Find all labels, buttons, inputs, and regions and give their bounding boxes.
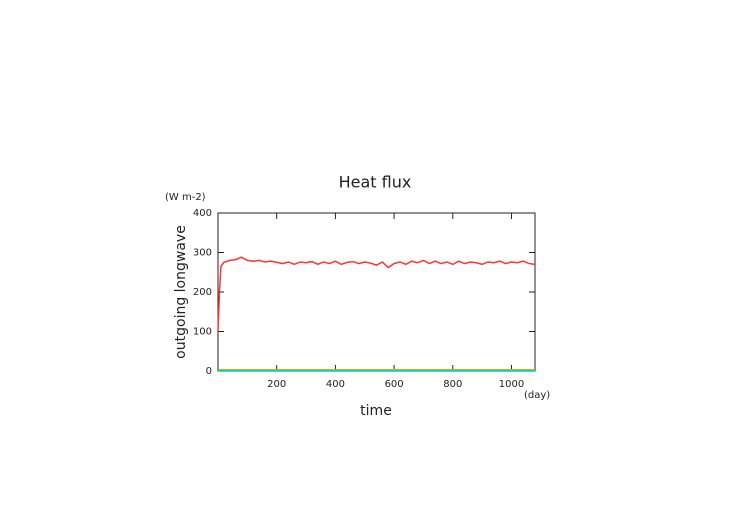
plot-frame [217,212,536,372]
chart-title: Heat flux [339,173,412,192]
y-tick-label: 400 [193,208,212,219]
series-line [217,256,536,332]
x-unit: (day) [524,390,550,401]
x-tick-label: 800 [443,379,462,390]
x-tick-label: 400 [326,379,345,390]
x-tick-label: 200 [267,379,286,390]
y-tick-label: 200 [193,287,212,298]
y-tick-label: 300 [193,248,212,259]
x-tick-label: 1000 [499,379,524,390]
x-axis-label: time [360,403,392,419]
y-axis-label: outgoing longwave [173,225,189,359]
y-tick-label: 100 [193,327,212,338]
y-unit: (W m-2) [165,192,206,203]
y-tick-label: 0 [206,366,212,377]
x-tick-label: 600 [385,379,404,390]
